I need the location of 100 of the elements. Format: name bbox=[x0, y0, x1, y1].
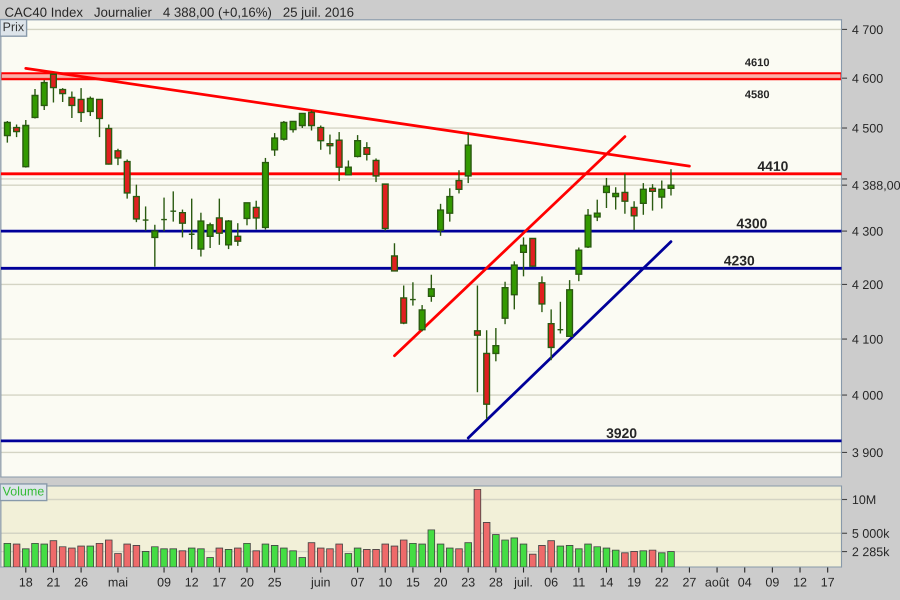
candlestick bbox=[390, 242, 398, 272]
candlestick bbox=[409, 282, 416, 306]
candlestick bbox=[31, 88, 39, 120]
candlestick bbox=[78, 87, 85, 123]
x-tick-label: 25 bbox=[268, 578, 282, 587]
ref-line-label: 3920 bbox=[606, 428, 636, 438]
candlestick bbox=[4, 120, 11, 144]
candlestick bbox=[234, 222, 242, 247]
candlestick bbox=[59, 87, 66, 103]
bar bbox=[243, 542, 251, 567]
candlestick bbox=[178, 208, 186, 238]
x-tick-label: 23 bbox=[462, 578, 475, 587]
candlestick bbox=[548, 308, 555, 361]
candlestick bbox=[667, 168, 675, 196]
candlestick bbox=[40, 79, 48, 111]
x-tick-label: 09 bbox=[158, 578, 170, 587]
candlestick bbox=[252, 200, 260, 230]
candlestick bbox=[13, 124, 20, 138]
candlestick bbox=[271, 132, 278, 157]
y-tick-label: 4 300 bbox=[852, 226, 883, 236]
candlestick bbox=[86, 96, 94, 117]
annotation: 4580 bbox=[745, 90, 770, 98]
y-tick-label: 4 100 bbox=[852, 334, 883, 344]
y-tick-label: 4 200 bbox=[852, 280, 883, 290]
candlestick bbox=[188, 198, 196, 250]
candlestick bbox=[363, 141, 370, 162]
x-tick-label: 11 bbox=[573, 578, 585, 586]
y-tick-label: 10M bbox=[852, 495, 876, 504]
candlestick bbox=[612, 186, 620, 210]
x-tick-label: 26 bbox=[74, 578, 88, 587]
candlestick bbox=[630, 200, 638, 231]
x-tick-label: 12 bbox=[186, 578, 198, 586]
candlestick bbox=[492, 327, 500, 362]
x-tick-label: 19 bbox=[628, 578, 640, 587]
x-tick-label: 20 bbox=[434, 578, 448, 587]
chart-title: CAC40 Index Journalier 4 388,00 (+0,16%) 25 juil. 2016 bbox=[5, 7, 354, 20]
x-tick-label: 09 bbox=[766, 578, 779, 587]
candlestick bbox=[317, 124, 324, 150]
x-tick-label: 10 bbox=[379, 578, 392, 587]
candlestick bbox=[658, 180, 666, 210]
candlestick bbox=[132, 184, 140, 223]
x-tick-label: 20 bbox=[240, 578, 254, 587]
annotation: 4610 bbox=[745, 58, 770, 66]
candlestick bbox=[225, 219, 232, 250]
candlestick bbox=[556, 301, 564, 334]
y-tick-label: 4 700 bbox=[852, 25, 883, 34]
bar bbox=[455, 548, 463, 567]
candlestick bbox=[455, 170, 463, 194]
candlestick bbox=[160, 196, 168, 232]
candlestick bbox=[602, 177, 610, 209]
x-tick-label: 06 bbox=[544, 578, 558, 587]
bar bbox=[31, 542, 39, 567]
y-axis-title: Prix bbox=[4, 22, 24, 32]
candlestick bbox=[280, 120, 288, 142]
x-tick-label: 22 bbox=[655, 578, 668, 586]
x-tick-label: 04 bbox=[738, 578, 752, 587]
candlestick bbox=[308, 110, 316, 132]
candlestick bbox=[428, 274, 435, 302]
candlestick bbox=[68, 90, 76, 119]
x-tick-label: 07 bbox=[351, 578, 364, 587]
x-tick-label: juil. bbox=[514, 577, 532, 590]
candlestick bbox=[474, 284, 481, 393]
candlestick bbox=[326, 134, 334, 156]
x-tick-label: 27 bbox=[683, 578, 696, 586]
candlestick bbox=[648, 183, 656, 212]
x-tick-label: 17 bbox=[213, 578, 226, 586]
candlestick bbox=[50, 73, 57, 104]
bar bbox=[520, 544, 528, 567]
candlestick bbox=[520, 236, 528, 278]
candlestick bbox=[446, 188, 454, 222]
candlestick bbox=[437, 203, 444, 237]
x-tick-label: juin bbox=[310, 577, 330, 590]
x-tick-label: 15 bbox=[406, 578, 420, 587]
candlestick bbox=[594, 198, 601, 222]
y-tick-label: 4 500 bbox=[852, 124, 883, 133]
x-tick-label: 18 bbox=[20, 578, 32, 587]
y-tick-label: 4 600 bbox=[852, 74, 883, 83]
ref-line-label: 4410 bbox=[758, 161, 788, 172]
y-tick-label: 4 388,00 bbox=[852, 180, 900, 192]
x-tick-label: 21 bbox=[47, 578, 60, 586]
y-tick-label: 5 000k bbox=[852, 528, 890, 538]
candlestick bbox=[354, 134, 362, 158]
candlestick bbox=[216, 198, 223, 246]
candlestick bbox=[538, 276, 546, 313]
candlestick bbox=[344, 160, 352, 176]
y-tick-label: 4 000 bbox=[852, 390, 883, 400]
candlestick bbox=[372, 158, 380, 183]
candlestick bbox=[298, 112, 306, 129]
y-tick-label: 2 285k bbox=[852, 547, 890, 556]
candlestick bbox=[621, 173, 628, 214]
y-tick-label: 3 900 bbox=[852, 448, 883, 458]
candlestick bbox=[96, 98, 104, 138]
x-tick-label: août bbox=[705, 577, 730, 587]
candlestick bbox=[151, 224, 158, 268]
candlestick bbox=[114, 148, 122, 166]
candlestick bbox=[243, 202, 251, 226]
ref-line-label: 4300 bbox=[736, 218, 767, 228]
candlestick bbox=[418, 304, 426, 332]
candlestick bbox=[142, 206, 150, 232]
candlestick bbox=[290, 120, 297, 134]
